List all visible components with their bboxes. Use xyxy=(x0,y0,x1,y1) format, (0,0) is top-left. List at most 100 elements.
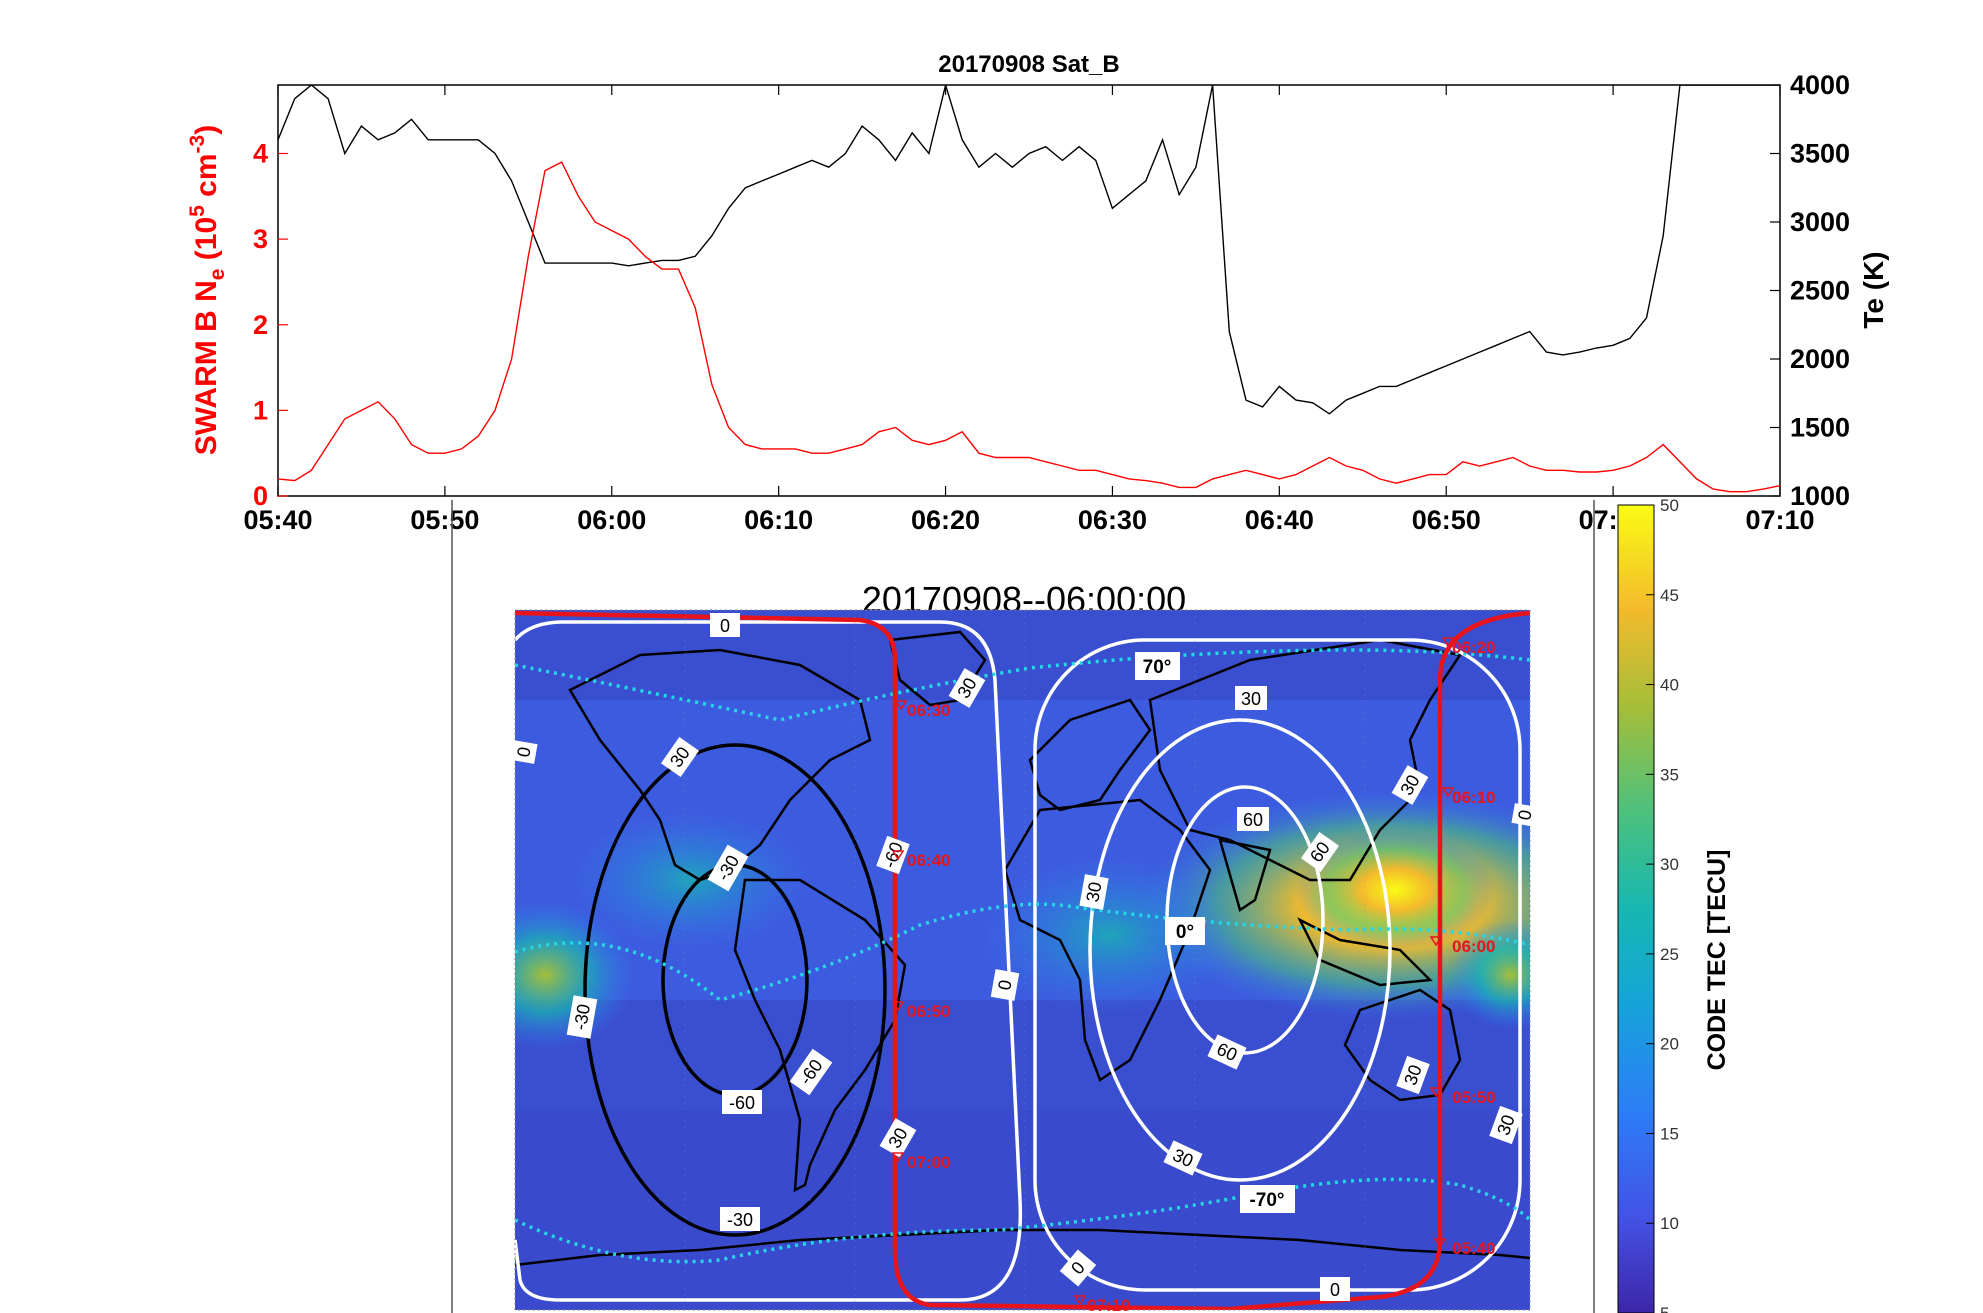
contour-label: 30 xyxy=(1082,880,1105,903)
colorbar-gradient xyxy=(1617,504,1655,1313)
label-box xyxy=(710,613,740,637)
orbit-time-0630: 06:30 xyxy=(907,701,950,720)
label-box xyxy=(1135,652,1180,680)
contour-zero-west xyxy=(515,620,1023,1302)
orbit-marker-0550 xyxy=(1429,1087,1443,1098)
tec-hotspot-asia-core xyxy=(1295,830,1495,950)
contour-label: 0 xyxy=(1330,1280,1340,1300)
right-y-tick-label: 2000 xyxy=(1790,344,1850,374)
left-y-tick-label: 3 xyxy=(253,224,268,254)
terminator-equator xyxy=(515,902,1530,1002)
south-america-outline xyxy=(733,878,907,1193)
label-box xyxy=(566,995,598,1039)
left-y-tick-label: 4 xyxy=(253,139,268,169)
latitude-label-minus70: -70° xyxy=(1249,1190,1284,1211)
orbit-time-labels: 06:20 06:10 06:00 05:50 05:40 06:30 06:4… xyxy=(907,638,1495,1313)
right-y-axis: 1000 1500 2000 2500 3000 3500 4000 xyxy=(1770,70,1850,511)
colorbar-label: CODE TEC [TECU] xyxy=(1703,850,1731,1071)
contour-label: 0 xyxy=(1514,808,1535,821)
contours-positive xyxy=(515,620,1522,1302)
orbit-time-0710: 07:10 xyxy=(1087,1296,1130,1313)
colorbar-tick-label: 35 xyxy=(1660,765,1679,784)
map-border xyxy=(514,609,1531,1311)
label-box xyxy=(1165,917,1205,945)
chart-title: 20170908 Sat_B xyxy=(938,51,1119,78)
colorbar: 5 10 15 20 25 30 35 40 45 50 CODE TEC [TECU] xyxy=(1617,496,1731,1313)
colorbar-tick-label: 10 xyxy=(1660,1214,1679,1233)
orbit-marker-0620 xyxy=(1441,637,1455,648)
colorbar-tick-label: 45 xyxy=(1660,586,1679,605)
label-box xyxy=(1163,1140,1203,1176)
tec-warm-east xyxy=(1450,920,1530,1030)
contour-label: -30 xyxy=(570,1002,594,1031)
left-y-label-sup: 5 xyxy=(186,205,209,217)
colorbar-tick-label: 5 xyxy=(1660,1304,1669,1313)
contour-label: 0 xyxy=(720,616,730,636)
label-box xyxy=(1511,803,1539,827)
tec-warm-pacific xyxy=(515,900,635,1050)
orbit-marker-0710 xyxy=(1073,1295,1087,1306)
label-box xyxy=(722,1090,762,1114)
right-y-tick-label: 1000 xyxy=(1790,481,1850,511)
x-tick-label: 06:30 xyxy=(1078,505,1147,535)
left-y-label-part: ) xyxy=(190,125,223,135)
orbit-marker-0640 xyxy=(891,850,905,861)
orbit-marker-0650 xyxy=(891,1001,905,1012)
label-box xyxy=(1391,765,1429,805)
orbit-time-0640: 06:40 xyxy=(907,851,950,870)
india-outline xyxy=(1218,838,1272,912)
time-series-panel: 20170908 Sat_B 05:40 05:50 06:00 06:10 06:20… xyxy=(186,51,1889,535)
label-box xyxy=(707,844,749,892)
ne-series-line xyxy=(278,161,1780,493)
plot-area xyxy=(277,84,1781,497)
x-tick-label: 06:20 xyxy=(911,505,980,535)
colorbar-ticks: 5 10 15 20 25 30 35 40 45 50 xyxy=(1646,496,1679,1313)
label-box xyxy=(1240,1185,1295,1213)
contour-label: 30 xyxy=(1241,689,1261,709)
orbit-marker-0540 xyxy=(1433,1238,1447,1249)
colorbar-tick-label: 40 xyxy=(1660,676,1679,695)
orbit-time-0600: 06:00 xyxy=(1452,937,1495,956)
x-tick-label: 06:00 xyxy=(577,505,646,535)
right-y-tick-label: 3500 xyxy=(1790,139,1850,169)
label-box xyxy=(876,835,910,875)
contour-label: -30 xyxy=(727,1210,753,1230)
left-y-axis: 0 1 2 3 4 xyxy=(253,139,288,511)
left-y-label-part: SWARM B N xyxy=(190,280,223,455)
label-box xyxy=(1079,874,1109,910)
label-box xyxy=(1207,1034,1247,1070)
contour-zero-east xyxy=(1033,638,1522,1292)
x-tick-label: 05:40 xyxy=(243,505,312,535)
label-box xyxy=(1300,832,1340,872)
orbit-time-0550: 05:50 xyxy=(1452,1088,1495,1107)
label-box xyxy=(1320,1277,1350,1301)
label-box xyxy=(1235,686,1267,710)
label-box xyxy=(1059,1249,1097,1287)
left-y-axis-label: SWARM B Ne (105 cm-3) xyxy=(186,125,229,455)
left-y-label-part: cm xyxy=(190,153,223,205)
orbit-marker-0610 xyxy=(1441,787,1455,798)
orbit-track-west xyxy=(515,610,1231,1310)
label-box xyxy=(660,737,700,777)
europe-outline xyxy=(1028,698,1152,812)
grid-lines xyxy=(515,610,1530,1310)
contour-label: -60 xyxy=(729,1093,755,1113)
latitude-labels: 70° 0° -70° xyxy=(1135,652,1295,1213)
map-area xyxy=(515,610,1530,1310)
label-box xyxy=(948,668,986,708)
contour-30 xyxy=(1088,718,1392,1182)
label-box xyxy=(789,1048,833,1096)
left-y-label-sub: e xyxy=(206,269,229,281)
x-tick-label: 05:50 xyxy=(410,505,479,535)
left-y-tick-label: 1 xyxy=(253,395,268,425)
colorbar-tick-label: 25 xyxy=(1660,945,1679,964)
latitude-label-0: 0° xyxy=(1176,922,1194,943)
label-box xyxy=(1489,1105,1523,1145)
orbit-marker-0700 xyxy=(891,1152,905,1163)
contour-label: 0 xyxy=(994,978,1015,991)
label-box xyxy=(879,1118,917,1158)
left-y-tick-label: 2 xyxy=(253,310,268,340)
orbit-markers xyxy=(891,637,1455,1306)
x-tick-label: 06:50 xyxy=(1412,505,1481,535)
